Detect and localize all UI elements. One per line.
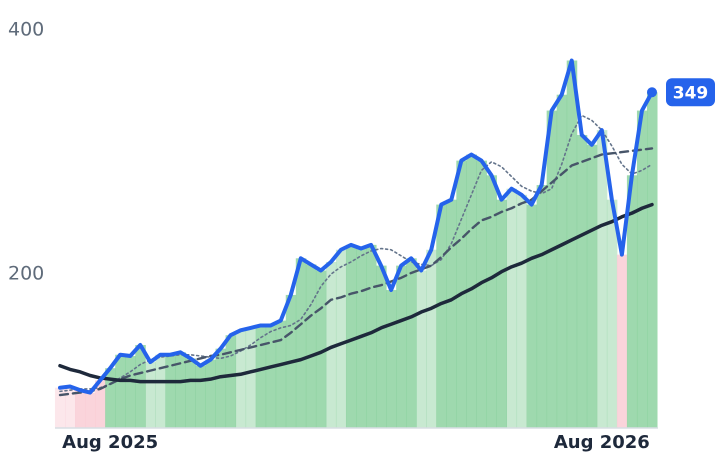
area-bar	[646, 92, 658, 429]
area-bar	[396, 265, 407, 428]
area-bar	[566, 60, 578, 428]
area-bar	[235, 330, 247, 428]
area-bar	[75, 390, 86, 428]
area-bar	[345, 244, 357, 428]
area-bar	[125, 355, 136, 428]
area-bar	[586, 144, 598, 428]
area-bar	[506, 188, 518, 428]
y-tick-label: 400	[8, 19, 44, 41]
line-series	[58, 202, 654, 384]
area-bar	[596, 130, 608, 429]
area-bar	[636, 110, 648, 428]
area-bar	[386, 290, 397, 428]
area-bar	[576, 134, 588, 428]
area-bar	[245, 327, 257, 428]
area-bar	[536, 185, 548, 428]
area-bar	[145, 362, 156, 428]
area-bar	[556, 94, 568, 429]
area-bar	[366, 244, 377, 428]
area-bar	[275, 320, 287, 428]
area-bar	[115, 354, 126, 428]
area-bar	[305, 264, 317, 428]
y-tick-label: 200	[8, 263, 44, 285]
area-bar	[606, 199, 618, 428]
area-bar	[446, 199, 457, 428]
area-bar	[406, 258, 417, 428]
area-bar	[546, 110, 558, 428]
area-bar	[416, 270, 427, 428]
price-label: 349	[673, 83, 709, 103]
area-bar	[496, 199, 508, 428]
area-bar	[155, 354, 166, 428]
area-bar	[65, 386, 76, 428]
area-bar	[95, 380, 106, 428]
area-bar	[626, 175, 638, 428]
area-bar	[616, 254, 628, 428]
area-bar	[516, 194, 528, 428]
area-bar	[325, 261, 337, 428]
last-dot	[647, 87, 657, 98]
area-bar	[175, 352, 186, 428]
area-bar	[195, 365, 206, 428]
area-bar	[466, 154, 477, 429]
area-bar	[265, 325, 277, 428]
area-bar	[255, 325, 267, 428]
area-bar	[295, 258, 307, 428]
area-bar	[426, 249, 437, 428]
area-bar	[165, 354, 176, 428]
area-bar	[436, 204, 447, 428]
area-bar	[54, 387, 66, 428]
area-bar	[215, 348, 227, 428]
area-bar	[205, 359, 217, 428]
area-bar	[135, 344, 146, 428]
area-bar	[225, 335, 237, 428]
area-bar	[486, 175, 497, 428]
area-bar	[315, 270, 327, 428]
area-bar	[476, 160, 487, 428]
area-bar	[335, 249, 347, 428]
line-series	[58, 58, 654, 395]
area-bar	[356, 248, 367, 428]
area-bar	[376, 265, 387, 428]
area-bar	[85, 392, 96, 428]
area-bar	[185, 358, 196, 428]
area-bar	[105, 368, 116, 428]
line-series	[58, 147, 654, 397]
x-tick-label: Aug 2025	[62, 432, 158, 453]
x-tick-label: Aug 2026	[554, 432, 650, 453]
price-badge	[666, 78, 715, 107]
area-bar	[526, 204, 538, 428]
